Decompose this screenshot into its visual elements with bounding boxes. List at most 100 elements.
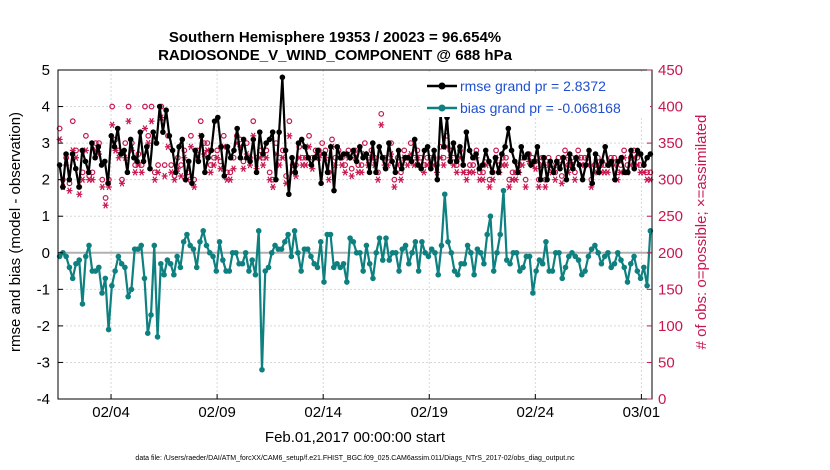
obs-assimilated-stroke — [503, 161, 509, 169]
bias-point — [203, 242, 210, 249]
obs-assimilated-point — [187, 143, 194, 151]
rmse-point — [508, 147, 515, 154]
rmse-point — [350, 147, 357, 154]
rmse-point — [450, 140, 457, 146]
rmse-point — [198, 133, 205, 139]
obs-assimilated-point — [440, 161, 447, 169]
rmse-point — [127, 136, 134, 143]
bias-point — [494, 249, 500, 256]
bias-point — [347, 235, 353, 241]
rmse-point — [531, 158, 537, 165]
bias-point — [392, 249, 399, 256]
rmse-point — [453, 158, 460, 165]
bias-point — [595, 249, 601, 256]
bias-point — [533, 268, 539, 274]
rmse-point — [305, 154, 311, 161]
obs-possible-point — [562, 147, 568, 154]
bias-point — [167, 260, 174, 267]
obs-assimilated-point — [76, 190, 83, 198]
rmse-point — [595, 169, 602, 176]
obs-assimilated-point — [171, 176, 178, 183]
obs-assimilated-point — [138, 169, 145, 176]
obs-assimilated-stroke — [218, 165, 223, 173]
rmse-point — [234, 125, 240, 132]
obs-assimilated-stroke — [602, 169, 607, 176]
obs-assimilated-stroke — [605, 169, 611, 176]
obs-possible-point — [647, 169, 654, 176]
bias-point — [112, 268, 118, 274]
bias-point — [148, 312, 154, 318]
obs-possible-point — [161, 162, 168, 168]
y-tick-label-right: 400 — [658, 99, 683, 116]
bias-point — [210, 253, 216, 260]
rmse-point — [308, 162, 315, 168]
rmse-point — [276, 129, 282, 135]
obs-assimilated-point — [230, 165, 237, 173]
plot-frame — [57, 69, 653, 400]
obs-assimilated-point — [210, 161, 217, 169]
rmse-point — [411, 136, 418, 143]
plot-area — [58, 70, 652, 399]
bias-point — [141, 275, 148, 282]
rmse-point — [428, 165, 434, 172]
obs-assimilated-stroke — [618, 169, 624, 176]
y-tick-label-right: 250 — [658, 208, 683, 225]
rmse-point — [373, 169, 379, 176]
rmse-point — [260, 151, 266, 157]
obs-assimilated-point — [519, 161, 526, 169]
obs-possible-point — [168, 162, 175, 168]
bias-point — [484, 231, 490, 238]
rmse-point — [108, 133, 115, 139]
rmse-point — [114, 125, 121, 132]
rmse-point — [353, 158, 360, 165]
bias-point — [249, 257, 255, 263]
rmse-point — [557, 165, 563, 172]
rmse-point — [60, 184, 66, 190]
rmse-point — [576, 162, 583, 168]
rmse-point — [63, 151, 69, 157]
rmse-point — [121, 147, 127, 154]
rmse-point — [102, 158, 108, 165]
bias-point — [317, 239, 324, 245]
obs-assimilated-point — [240, 165, 247, 173]
obs-possible-point — [56, 125, 63, 132]
rmse-point — [202, 169, 208, 176]
rmse-point — [418, 165, 424, 172]
bias-point — [455, 271, 461, 278]
bias-point — [562, 264, 569, 271]
rmse-point — [224, 143, 231, 150]
rmse-point — [550, 169, 557, 176]
left-y-ticks: -4 -3 -2 -1 0 1 2 3 4 5 — [37, 62, 63, 408]
rmse-point — [424, 143, 431, 150]
bias-point — [122, 264, 128, 271]
rmse-point — [618, 154, 625, 161]
obs-assimilated-stroke — [241, 165, 246, 173]
bias-point — [337, 264, 344, 271]
obs-assimilated-point — [502, 161, 509, 169]
bias-point — [334, 260, 340, 267]
rmse-point — [357, 143, 363, 150]
obs-assimilated-point — [99, 183, 106, 191]
obs-assimilated-stroke — [543, 183, 548, 191]
obs-assimilated-stroke — [405, 161, 410, 169]
bias-point — [226, 268, 233, 274]
bias-point — [128, 286, 135, 293]
y-tick-label-right: 300 — [658, 172, 683, 189]
obs-assimilated-stroke — [178, 172, 184, 180]
obs-assimilated-point — [512, 176, 519, 183]
bias-point — [66, 264, 73, 271]
rmse-point — [105, 180, 111, 187]
obs-assimilated-stroke — [119, 180, 125, 187]
obs-possible-point — [125, 103, 132, 110]
rmse-point — [505, 125, 512, 132]
y-tick-label-left: 5 — [42, 62, 50, 79]
rmse-point — [344, 151, 350, 157]
obs-assimilated-stroke — [392, 183, 397, 191]
bias-point — [428, 246, 435, 252]
rmse-point — [541, 154, 547, 161]
bias-point — [350, 239, 357, 245]
bias-point — [641, 264, 647, 271]
obs-assimilated-stroke — [441, 161, 446, 169]
obs-assimilated-stroke — [132, 169, 138, 176]
